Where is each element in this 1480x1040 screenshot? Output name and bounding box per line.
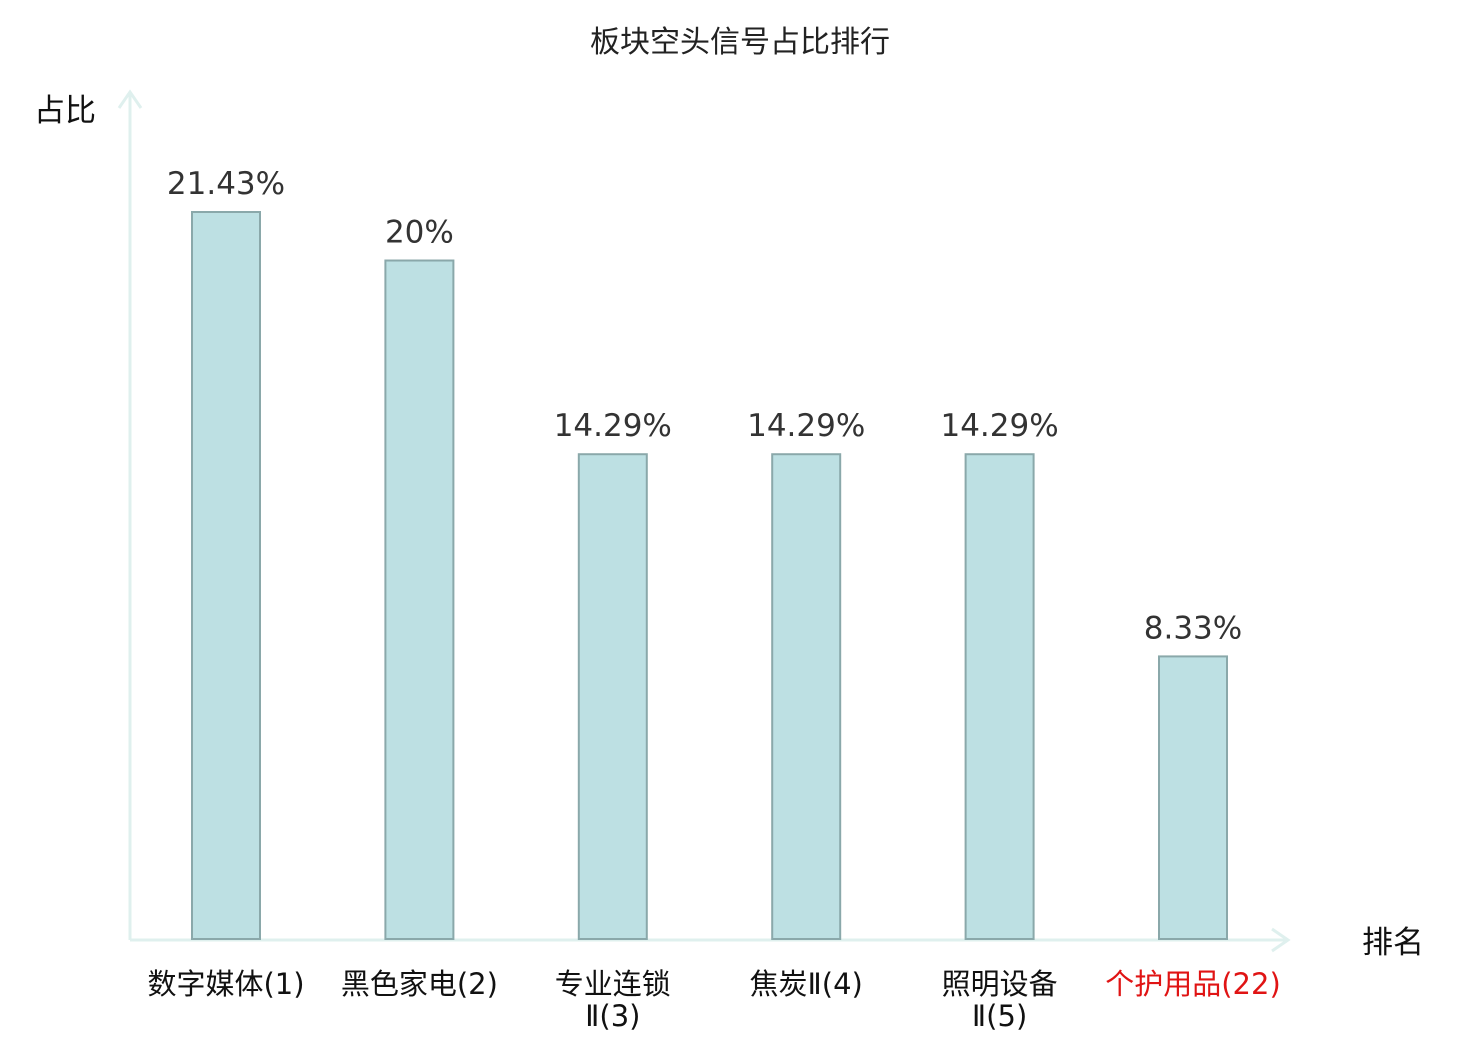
chart-title: 板块空头信号占比排行 [590,25,890,60]
category-label-4: 焦炭Ⅱ(4) [750,967,863,1001]
bars-group [191,211,1228,941]
value-labels-group: 21.43% 20% 14.29% 14.29% 14.29% 8.33% [167,166,1242,646]
value-label-4: 14.29% [747,408,865,444]
bar-2 [384,259,455,940]
category-label-1: 数字媒体(1) [147,967,304,1001]
category-label-2: 黑色家电(2) [341,967,498,1001]
category-label-3-line-2: Ⅱ(3) [585,999,640,1033]
category-label-5: 照明设备 [942,967,1058,1001]
category-label-5-line-2: Ⅱ(5) [972,999,1027,1033]
bar-1 [191,211,261,940]
value-label-2: 20% [385,215,454,251]
value-label-6: 8.33% [1144,610,1242,646]
category-label-3: 专业连锁 [555,967,671,1001]
x-axis [130,927,1291,953]
value-label-5: 14.29% [940,408,1058,444]
value-label-1: 21.43% [167,166,285,202]
y-axis [117,89,143,940]
bar-6 [1158,655,1228,941]
category-label-6: 个护用品(22) [1105,967,1281,1001]
value-label-3: 14.29% [554,408,672,444]
bar-4 [771,453,842,940]
bar-5 [964,453,1035,940]
y-axis-label: 占比 [34,93,96,129]
bar-3 [577,453,648,940]
x-axis-label: 排名 [1362,925,1424,961]
